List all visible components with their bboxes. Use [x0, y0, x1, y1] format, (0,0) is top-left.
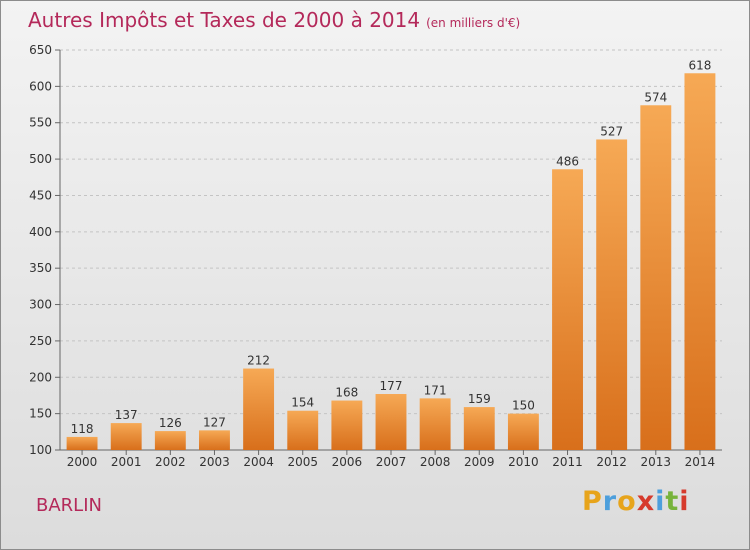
proxiti-logo: Proxiti: [582, 486, 690, 517]
x-tick-label: 2002: [155, 455, 186, 469]
logo-letter: P: [582, 486, 603, 517]
data-label: 486: [556, 154, 579, 168]
bar: [154, 431, 186, 450]
x-tick-label: 2007: [376, 455, 407, 469]
x-tick-label: 2011: [552, 455, 583, 469]
bar: [110, 423, 142, 450]
bar: [640, 105, 672, 450]
x-tick-label: 2009: [464, 455, 495, 469]
logo-letter: t: [665, 486, 680, 517]
bar: [507, 413, 539, 450]
data-label: 177: [380, 379, 403, 393]
bar: [684, 73, 716, 450]
data-label: 168: [335, 386, 358, 400]
y-tick-label: 500: [29, 152, 52, 166]
y-tick-label: 350: [29, 261, 52, 275]
y-tick-label: 100: [29, 443, 52, 457]
data-label: 126: [159, 416, 182, 430]
data-label: 527: [600, 124, 623, 138]
logo-letter: r: [602, 486, 618, 517]
data-label: 127: [203, 415, 226, 429]
data-label: 154: [291, 396, 314, 410]
bar: [199, 430, 230, 450]
bar: [552, 169, 583, 451]
x-tick-label: 2014: [685, 455, 716, 469]
bar: [375, 394, 407, 450]
bars: [66, 73, 716, 451]
logo-letter: i: [679, 486, 690, 517]
y-tick-label: 550: [29, 116, 52, 130]
data-label: 150: [512, 399, 535, 413]
logo-letter: i: [655, 486, 666, 517]
y-tick-label: 650: [29, 43, 52, 57]
bar: [287, 410, 319, 450]
logo-letter: o: [617, 486, 637, 517]
city-name: BARLIN: [36, 495, 102, 516]
bar: [66, 436, 98, 450]
y-tick-label: 600: [29, 79, 52, 93]
x-tick-label: 2001: [111, 455, 142, 469]
y-tick-label: 300: [29, 298, 52, 312]
chart-title: Autres Impôts et Taxes de 2000 à 2014 (en…: [28, 8, 520, 32]
bar: [596, 139, 628, 451]
y-tick-label: 450: [29, 188, 52, 202]
y-tick-label: 200: [29, 370, 52, 384]
x-tick-label: 2003: [199, 455, 230, 469]
bar: [419, 398, 451, 450]
y-tick-label: 150: [29, 407, 52, 421]
data-label: 159: [468, 392, 491, 406]
x-tick-label: 2008: [420, 455, 451, 469]
x-tick-label: 2000: [67, 455, 98, 469]
logo-letter: x: [636, 486, 656, 517]
data-label: 137: [115, 408, 138, 422]
x-tick-label: 2013: [641, 455, 672, 469]
x-axis: 2000 2001 2002 2003 2004 2005 2006 2007 2008 2009…: [67, 450, 715, 469]
bar: [243, 368, 275, 450]
data-label: 618: [688, 58, 711, 72]
x-tick-label: 2012: [596, 455, 627, 469]
y-tick-label: 250: [29, 334, 52, 348]
data-label: 574: [644, 90, 667, 104]
x-tick-label: 2004: [243, 455, 274, 469]
x-tick-label: 2005: [287, 455, 318, 469]
x-tick-label: 2006: [332, 455, 363, 469]
chart-title-text: Autres Impôts et Taxes de 2000 à 2014: [28, 8, 421, 32]
bar: [463, 407, 495, 450]
chart-title-unit: (en milliers d'€): [426, 16, 521, 30]
data-labels: 118 137 126 127 212 154 168 177 171 159 150 486 527 5…: [71, 58, 712, 436]
data-label: 171: [424, 383, 447, 397]
x-tick-label: 2010: [508, 455, 539, 469]
bar: [331, 400, 363, 450]
y-tick-label: 400: [29, 225, 52, 239]
data-label: 118: [71, 422, 94, 436]
data-label: 212: [247, 354, 270, 368]
